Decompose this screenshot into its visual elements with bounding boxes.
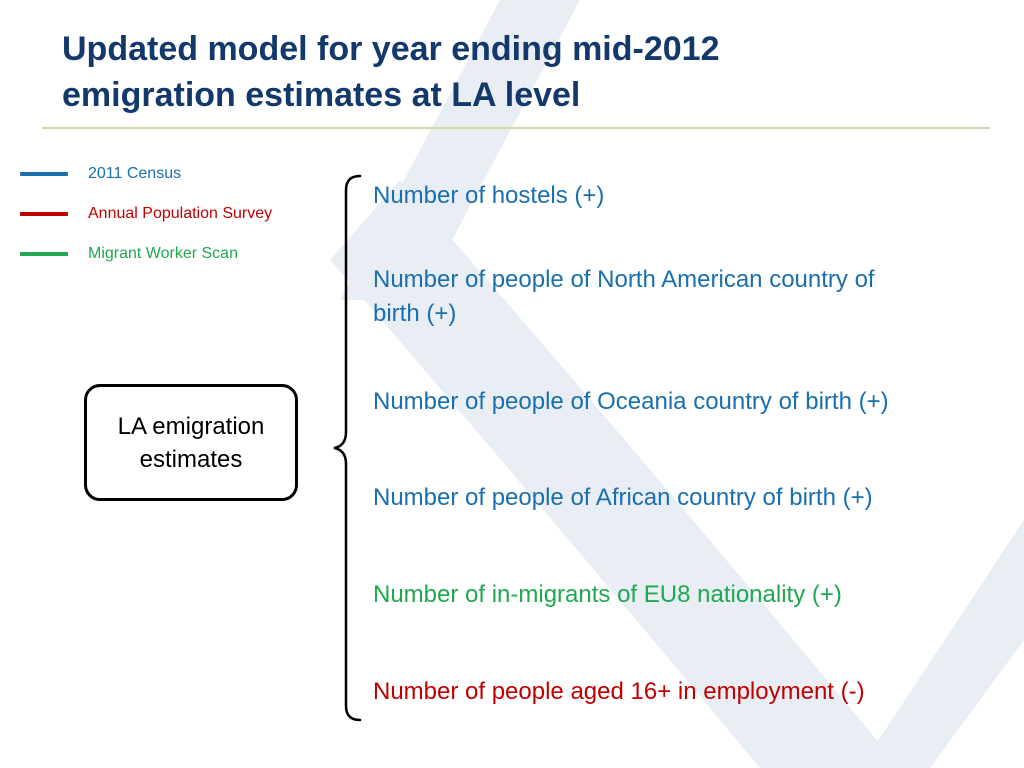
page-title-line-1: Updated model for year ending mid-2012 [62,30,720,68]
legend-label-census: 2011 Census [88,165,182,182]
la-emigration-estimates-node: LA emigration estimates [84,384,298,501]
title-divider [42,127,990,129]
bracket-path [333,174,362,722]
factor-north-american-birth: Number of people of North American count… [373,263,1003,331]
factor-aged-16-employment: Number of people aged 16+ in employment … [373,675,1003,709]
watermark-stroke-right [860,520,1024,768]
legend-item-aps: Annual Population Survey [20,202,272,226]
legend-label-aps: Annual Population Survey [88,205,273,222]
legend-swatch-aps [20,212,68,216]
factor-african-birth: Number of people of African country of b… [373,481,1003,515]
factor-eu8-in-migrants: Number of in-migrants of EU8 nationality… [373,578,1003,612]
factor-oceania-birth-text: Number of people of Oceania country of b… [373,388,889,415]
legend-item-mws: Migrant Worker Scan [20,242,238,266]
node-label-line-1: LA emigration [117,412,265,440]
factor-eu8-in-migrants-text: Number of in-migrants of EU8 nationality… [373,581,842,608]
factor-aged-16-employment-text: Number of people aged 16+ in employment … [373,678,865,705]
legend-swatch-census [20,172,68,176]
node-label-line-2: estimates [139,445,243,473]
factor-oceania-birth: Number of people of Oceania country of b… [373,385,1003,419]
factor-north-american-birth-line-2: birth (+) [373,300,457,327]
watermark-stroke-diagonal [330,180,900,768]
legend-swatch-mws [20,252,68,256]
legend-item-census: 2011 Census [20,162,181,186]
factor-hostels: Number of hostels (+) [373,179,1003,213]
page-title: Updated model for year ending mid-2012 e… [62,26,719,118]
factor-north-american-birth-line-1: Number of people of North American count… [373,266,875,293]
factor-bracket [333,174,362,722]
factor-african-birth-text: Number of people of African country of b… [373,484,873,511]
factor-hostels-text: Number of hostels (+) [373,182,605,209]
page-title-line-2: emigration estimates at LA level [62,76,581,114]
legend-label-mws: Migrant Worker Scan [88,245,238,262]
